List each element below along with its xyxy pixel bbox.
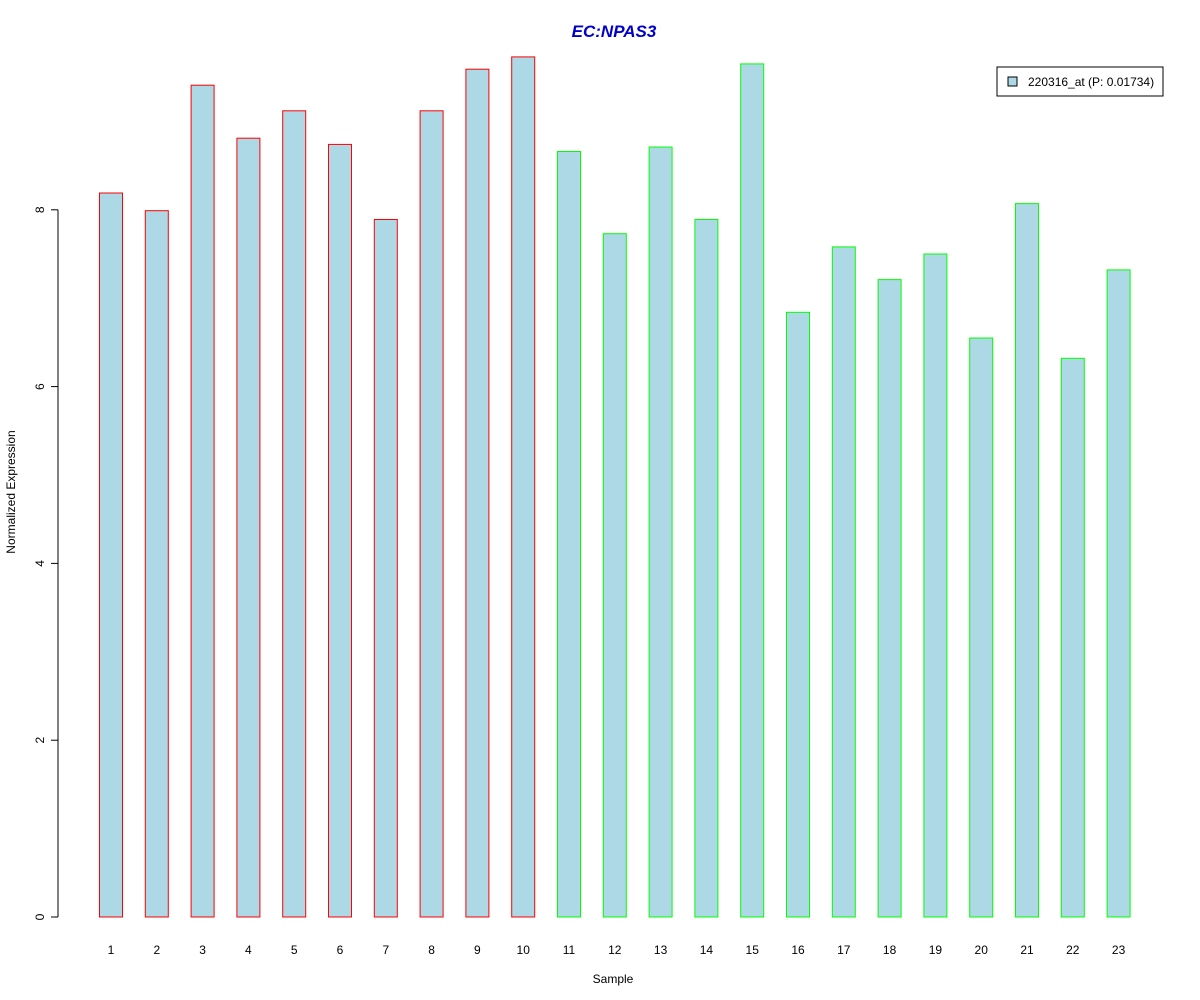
bar-sample-17 <box>831 246 856 918</box>
x-tick-label: 16 <box>791 943 805 957</box>
x-tick-label: 2 <box>153 943 160 957</box>
bar-sample-11 <box>557 151 581 918</box>
x-tick-label: 4 <box>245 943 252 957</box>
bar-sample-16 <box>786 311 810 918</box>
x-tick-label: 17 <box>837 943 851 957</box>
bar-sample-6 <box>328 143 352 918</box>
y-tick-label: 0 <box>33 913 47 920</box>
bar-sample-12 <box>602 233 627 918</box>
x-tick-label: 21 <box>1020 943 1034 957</box>
bar-sample-4 <box>236 137 261 918</box>
bar-sample-3 <box>190 84 215 918</box>
y-axis: 0 2 4 6 8 <box>33 206 59 920</box>
bar-sample-5 <box>282 110 307 918</box>
x-tick-label: 1 <box>108 943 115 957</box>
bar-sample-15 <box>740 63 765 918</box>
x-tick-labels: 1 2 3 4 5 6 7 8 9 10 11 12 13 14 15 16 17 18 19 20 21 22 23 <box>108 943 1126 957</box>
x-tick-label: 20 <box>975 943 989 957</box>
bar-sample-2 <box>144 210 169 918</box>
x-tick-label: 3 <box>199 943 206 957</box>
bar-sample-21 <box>1015 203 1039 918</box>
x-tick-label: 12 <box>608 943 622 957</box>
y-tick-label: 2 <box>33 737 47 744</box>
bar-sample-1 <box>99 192 123 918</box>
x-tick-label: 11 <box>563 943 576 957</box>
bar-sample-13 <box>648 146 673 918</box>
y-tick-label: 6 <box>33 383 47 390</box>
bar-sample-22 <box>1060 357 1085 918</box>
x-tick-label: 9 <box>474 943 481 957</box>
legend-label: 220316_at (P: 0.01734) <box>1028 75 1154 89</box>
x-tick-label: 14 <box>700 943 714 957</box>
x-tick-label: 7 <box>382 943 389 957</box>
bar-sample-23 <box>1106 269 1131 918</box>
y-tick-label: 8 <box>33 206 47 213</box>
x-tick-label: 6 <box>337 943 344 957</box>
bar-sample-7 <box>373 219 398 918</box>
x-tick-label: 19 <box>929 943 943 957</box>
x-tick-label: 8 <box>428 943 435 957</box>
x-tick-label: 23 <box>1112 943 1126 957</box>
x-tick-label: 22 <box>1066 943 1080 957</box>
x-tick-label: 5 <box>291 943 298 957</box>
legend-swatch <box>1007 76 1018 87</box>
x-tick-label: 13 <box>654 943 668 957</box>
bar-sample-14 <box>694 219 719 918</box>
y-axis-label: Normalized Expression <box>4 430 18 553</box>
bar-sample-20 <box>969 337 994 918</box>
x-tick-label: 15 <box>746 943 760 957</box>
chart-title: EC:NPAS3 <box>572 22 657 41</box>
bar-sample-10 <box>511 56 536 918</box>
bar-sample-8 <box>419 110 444 918</box>
bars-group <box>99 56 1131 918</box>
x-axis-label: Sample <box>593 972 634 986</box>
bar-sample-18 <box>877 279 902 918</box>
x-tick-label: 18 <box>883 943 897 957</box>
legend-box <box>996 66 1164 97</box>
y-tick-label: 4 <box>33 560 47 567</box>
bar-sample-19 <box>923 253 948 918</box>
bar-sample-9 <box>465 68 490 918</box>
legend: 220316_at (P: 0.01734) <box>996 66 1164 97</box>
x-tick-label: 10 <box>517 943 531 957</box>
